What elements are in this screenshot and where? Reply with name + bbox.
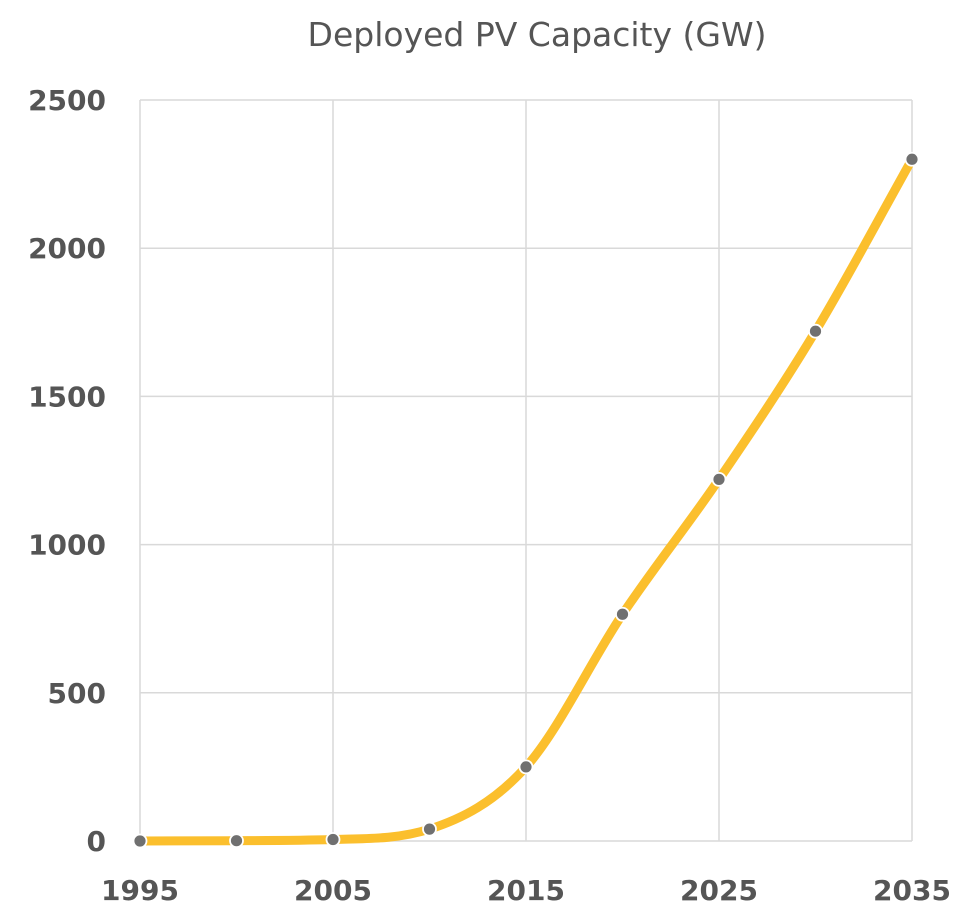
x-tick-label: 2005 [294, 874, 372, 907]
series-layer [135, 154, 917, 846]
x-tick-label: 1995 [101, 874, 179, 907]
x-tick-label: 2025 [680, 874, 758, 907]
y-tick-label: 1500 [28, 380, 106, 413]
x-tick-label: 2015 [487, 874, 565, 907]
chart-title: Deployed PV Capacity (GW) [308, 15, 767, 54]
y-axis: 0 500 1000 1500 2000 2500 [28, 84, 106, 858]
data-point [229, 833, 244, 849]
data-point [132, 833, 148, 849]
x-tick-label: 2035 [873, 874, 951, 907]
y-tick-label: 2000 [28, 232, 106, 265]
y-tick-label: 2500 [28, 84, 106, 117]
series-line [135, 154, 917, 846]
grid-layer [139, 99, 913, 842]
y-tick-label: 1000 [28, 529, 106, 562]
data-point [808, 323, 823, 339]
x-axis: 1995 2005 2015 2025 2035 [101, 874, 951, 907]
marker-layer [132, 151, 920, 849]
y-tick-label: 0 [87, 825, 106, 858]
y-tick-label: 500 [48, 677, 106, 710]
data-point [904, 151, 920, 167]
data-point [711, 471, 727, 487]
data-point [325, 832, 341, 847]
data-point [615, 606, 630, 622]
data-point [518, 759, 534, 775]
data-point [422, 821, 437, 837]
